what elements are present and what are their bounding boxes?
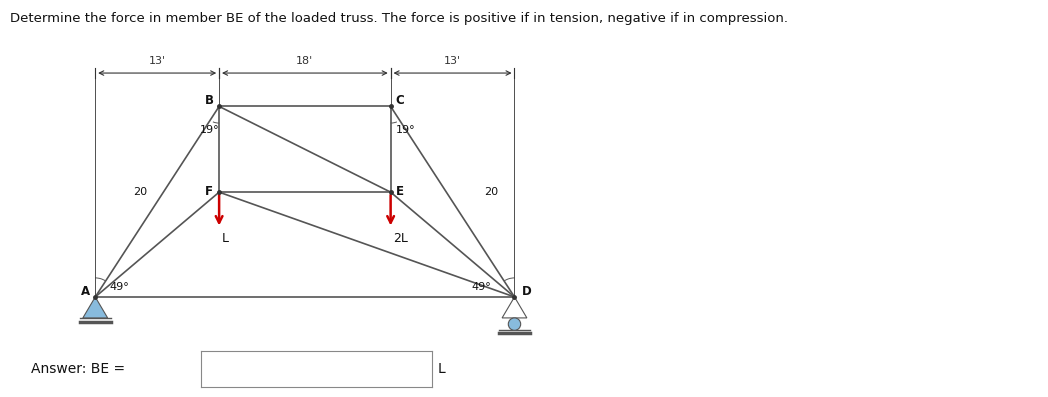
Text: 19°: 19° [200,125,220,135]
Text: A: A [81,285,90,298]
Polygon shape [502,297,527,318]
Text: 2L: 2L [393,232,409,245]
Circle shape [508,318,521,330]
Text: Answer: BE =: Answer: BE = [31,362,126,376]
Text: 20: 20 [133,187,148,197]
Text: 13': 13' [149,56,166,66]
Text: D: D [522,285,532,298]
Text: F: F [204,185,213,198]
Polygon shape [83,297,108,318]
Text: L: L [438,362,445,376]
Text: i: i [185,362,190,376]
Text: L: L [222,232,228,245]
Text: B: B [204,94,214,108]
Text: 13': 13' [444,56,461,66]
Text: 19°: 19° [395,125,415,135]
Text: 49°: 49° [472,282,492,293]
Text: E: E [395,185,403,198]
Text: C: C [395,94,405,108]
Text: 49°: 49° [110,282,129,293]
Text: 18': 18' [297,56,313,66]
Text: 20: 20 [484,187,498,197]
Text: Determine the force in member BE of the loaded truss. The force is positive if i: Determine the force in member BE of the … [10,12,788,25]
